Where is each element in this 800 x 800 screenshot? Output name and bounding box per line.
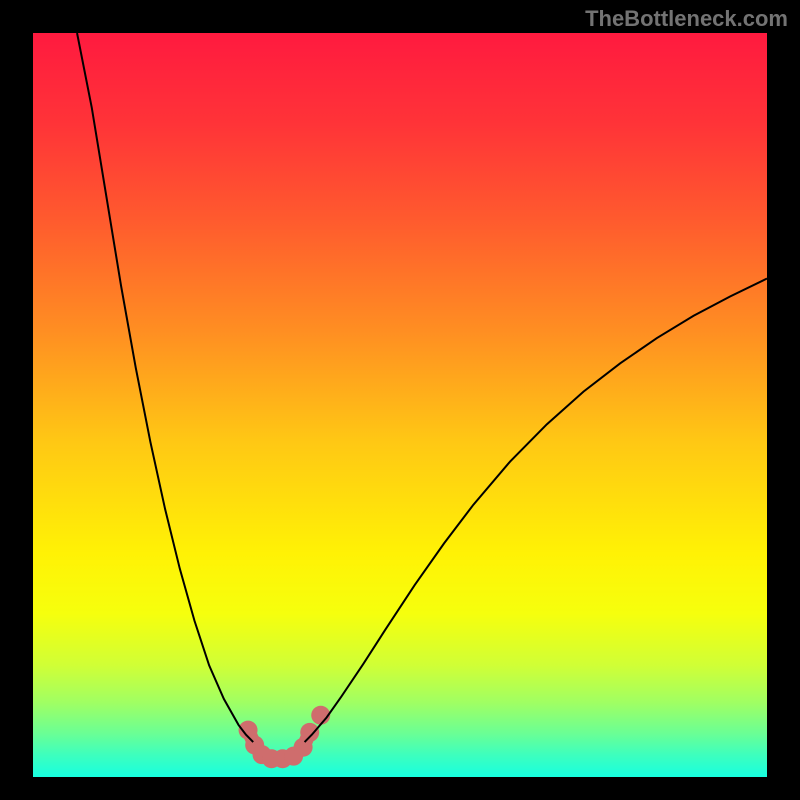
bottleneck-curve-right xyxy=(305,279,767,743)
watermark-text: TheBottleneck.com xyxy=(585,6,788,32)
marker-dot xyxy=(300,723,319,742)
bottleneck-curve-left xyxy=(77,33,253,742)
curve-overlay xyxy=(0,0,800,800)
